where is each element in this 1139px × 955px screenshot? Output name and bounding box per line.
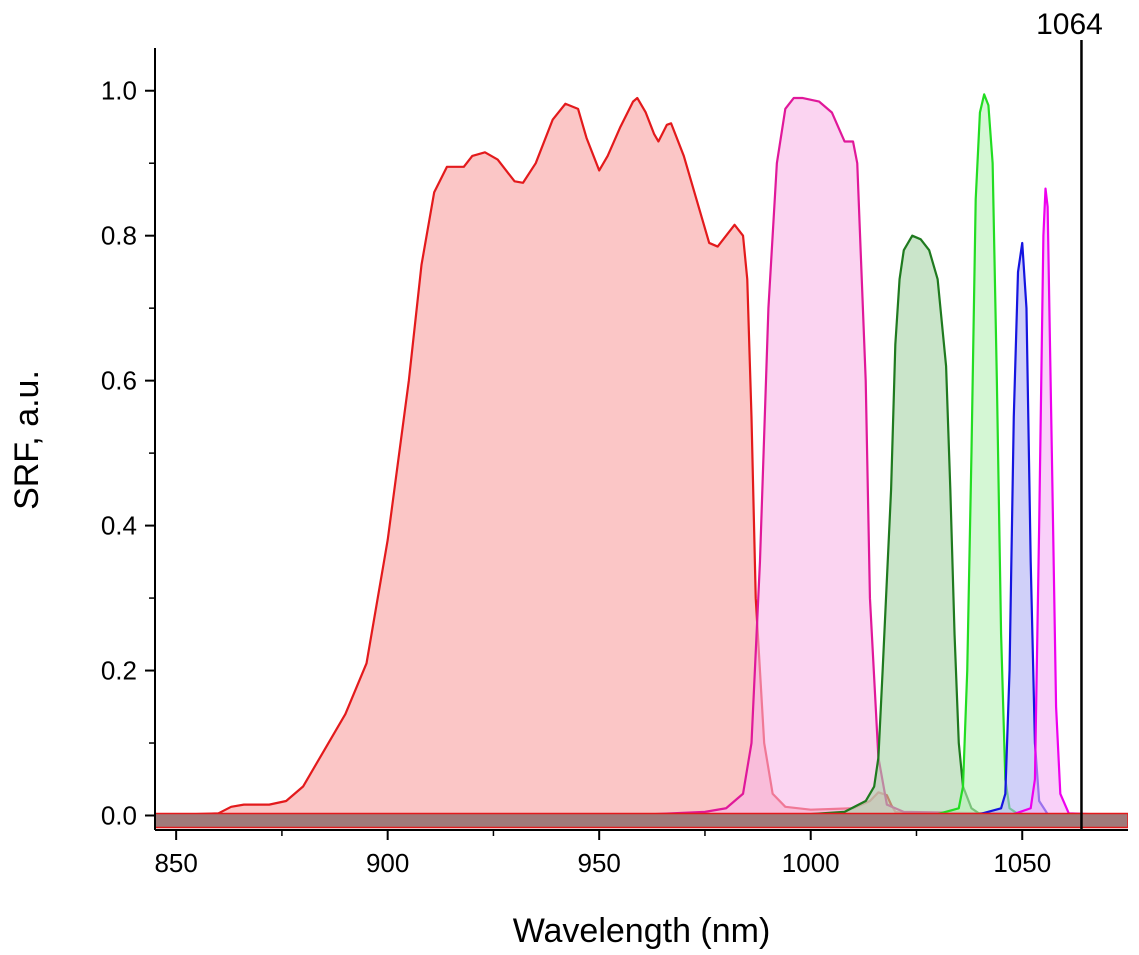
series-layer — [155, 93, 1128, 829]
y-tick-label: 0.0 — [101, 801, 137, 831]
ticks-layer: 0.0 0.2 0.4 0.6 0.8 1.0 850 900 950 1000 1050 — [101, 76, 1051, 878]
y-tick-label: 0.2 — [101, 656, 137, 686]
axes-layer — [154, 48, 1128, 831]
y-tick-label: 1.0 — [101, 76, 137, 106]
series-3-area — [155, 235, 1128, 816]
x-tick-label: 950 — [578, 848, 621, 878]
y-tick-label: 0.4 — [101, 511, 137, 541]
reference-line-group: 1064 — [1036, 8, 1103, 830]
y-axis-title: SRF, a.u. — [8, 370, 46, 510]
series-5-area — [155, 242, 1128, 816]
x-axis-title: Wavelength (nm) — [513, 912, 771, 950]
series-1-area — [155, 97, 1128, 816]
series-6-line — [155, 187, 1128, 817]
y-tick-label: 0.6 — [101, 366, 137, 396]
x-tick-label: 850 — [154, 848, 197, 878]
series-2-line — [155, 96, 1128, 817]
baseline-band — [155, 812, 1128, 829]
reference-line-label: 1064 — [1036, 8, 1103, 41]
x-tick-label: 1000 — [782, 848, 840, 878]
x-tick-label: 1050 — [993, 848, 1051, 878]
series-3-line — [155, 234, 1128, 817]
y-tick-label: 0.8 — [101, 221, 137, 251]
x-tick-label: 900 — [366, 848, 409, 878]
